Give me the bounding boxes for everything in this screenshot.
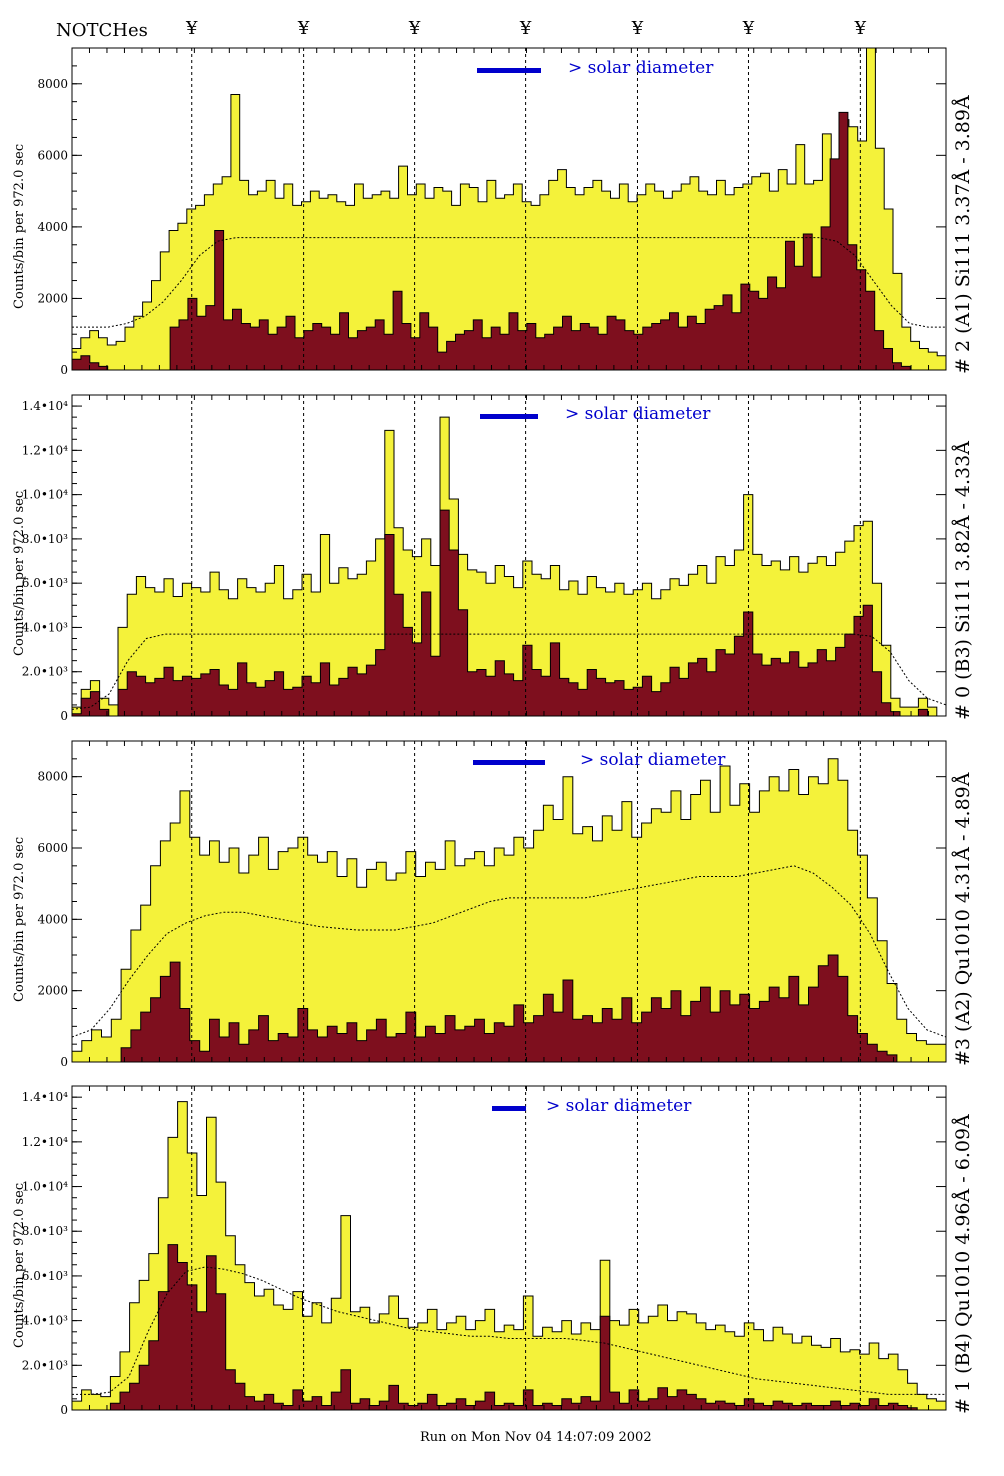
notch-marker: ¥ (297, 18, 310, 39)
peak-counts-histogram (71, 509, 946, 717)
y-tick-label: 4000 (37, 912, 68, 926)
panel-title: # 1 (B4) Qu1010 4.96Å - 6.09Å (952, 1114, 974, 1414)
mean-dashed-curve (72, 1266, 946, 1395)
y-tick-label: 0 (60, 363, 68, 377)
y-tick-label: 6000 (37, 148, 68, 162)
y-tick-label: 8000 (37, 770, 68, 784)
notch-marker: ¥ (519, 18, 532, 39)
y-tick-label: 6000 (37, 841, 68, 855)
y-tick-label: 2.0•10³ (22, 1358, 68, 1372)
y-tick-label: 8.0•10³ (22, 1224, 68, 1238)
y-tick-label: 6.0•10³ (22, 1269, 68, 1283)
notch-marker: ¥ (408, 18, 421, 39)
mean-dashed-curve (71, 633, 947, 710)
y-tick-label: 4.0•10³ (22, 1314, 68, 1328)
total-counts-histogram (71, 758, 947, 1063)
legend-solar-diameter-label: > solar diameter (568, 58, 714, 78)
total-counts-histogram (71, 47, 947, 371)
notch-marker: ¥ (742, 18, 755, 39)
y-tick-label: 8000 (37, 77, 68, 91)
legend-solar-diameter-bar (477, 68, 541, 73)
legend-solar-diameter-bar (492, 1106, 526, 1111)
y-tick-label: 2000 (37, 291, 68, 305)
y-tick-label: 0 (60, 709, 68, 723)
y-tick-label: 4.0•10³ (22, 620, 68, 634)
legend-solar-diameter-bar (473, 760, 545, 765)
y-tick-label: 4000 (37, 220, 68, 234)
y-tick-label: 0 (60, 1403, 68, 1417)
peak-counts-histogram (72, 954, 946, 1063)
y-tick-label: 1.4•10⁴ (22, 399, 68, 413)
notch-marker: ¥ (186, 18, 198, 39)
y-tick-label: 8.0•10³ (22, 532, 68, 546)
y-tick-label: 0 (60, 1055, 68, 1069)
y-axis-label: Counts/bin per 972.0 sec (12, 1182, 27, 1348)
notches-label: NOTCHes (56, 20, 148, 41)
legend-solar-diameter-label: > solar diameter (580, 750, 726, 770)
y-tick-label: 2.0•10³ (22, 665, 68, 679)
y-tick-label: 1.2•10⁴ (22, 443, 68, 457)
total-counts-histogram (71, 416, 946, 717)
legend-solar-diameter-label: > solar diameter (565, 404, 711, 424)
legend-solar-diameter-label: > solar diameter (546, 1096, 692, 1116)
y-tick-label: 1.2•10⁴ (22, 1135, 68, 1149)
legend-solar-diameter-bar (480, 414, 538, 419)
notch-marker: ¥ (854, 18, 867, 39)
run-timestamp: Run on Mon Nov 04 14:07:09 2002 (420, 1430, 652, 1445)
notch-marker: ¥ (631, 18, 644, 39)
total-counts-histogram (71, 1101, 947, 1411)
peak-counts-histogram (72, 1244, 946, 1411)
peak-counts-histogram (71, 111, 946, 371)
y-tick-label: 2000 (37, 984, 68, 998)
y-tick-label: 1.0•10⁴ (22, 488, 68, 502)
y-tick-label: 6.0•10³ (22, 576, 68, 590)
y-tick-label: 1.0•10⁴ (22, 1180, 68, 1194)
y-tick-label: 1.4•10⁴ (22, 1090, 68, 1104)
